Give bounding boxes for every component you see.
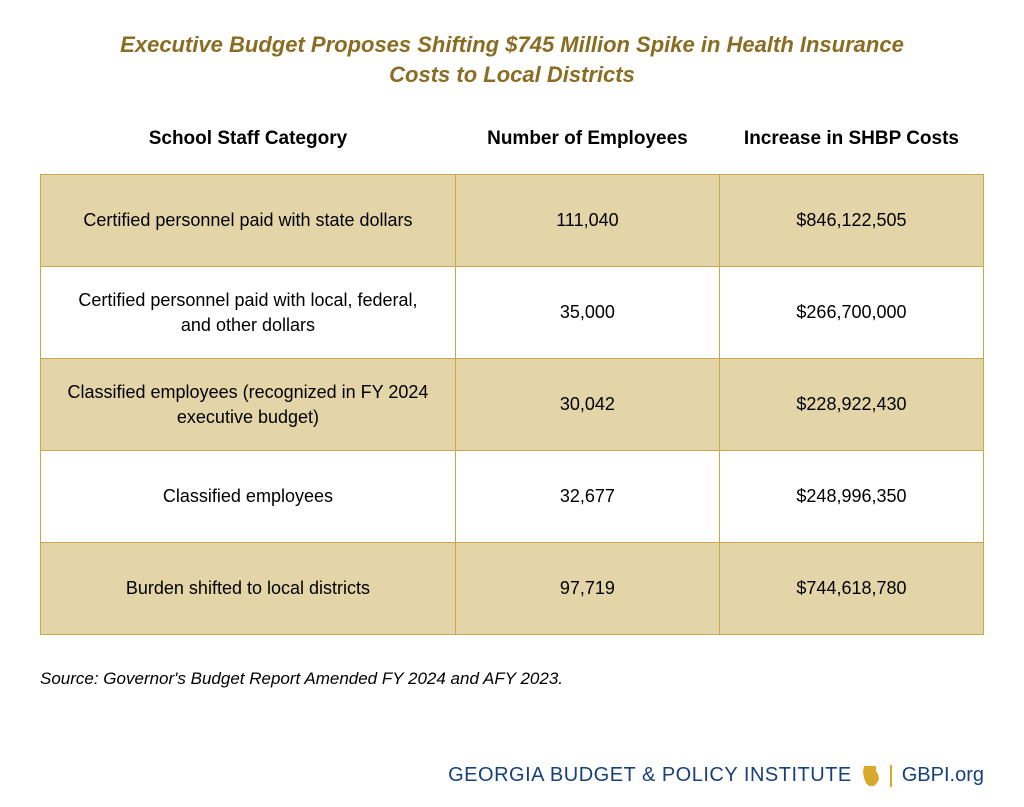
cell-employees: 30,042 — [455, 359, 719, 451]
cell-cost: $228,922,430 — [719, 359, 983, 451]
cell-employees: 32,677 — [455, 451, 719, 543]
footer: GEORGIA BUDGET & POLICY INSTITUTE GBPI.o… — [40, 746, 984, 787]
cell-cost: $248,996,350 — [719, 451, 983, 543]
cell-cost: $266,700,000 — [719, 267, 983, 359]
cell-category: Classified employees — [41, 451, 456, 543]
table-row: Certified personnel paid with state doll… — [41, 175, 984, 267]
col-header-category: School Staff Category — [41, 117, 456, 174]
cell-employees: 35,000 — [455, 267, 719, 359]
org-name: GEORGIA BUDGET & POLICY INSTITUTE — [448, 764, 852, 787]
cell-category: Certified personnel paid with local, fed… — [41, 267, 456, 359]
cell-category: Certified personnel paid with state doll… — [41, 175, 456, 267]
source-note: Source: Governor's Budget Report Amended… — [40, 669, 984, 689]
table-row: Burden shifted to local districts 97,719… — [41, 543, 984, 635]
georgia-state-icon — [862, 765, 880, 787]
table-row: Classified employees 32,677 $248,996,350 — [41, 451, 984, 543]
cell-cost: $744,618,780 — [719, 543, 983, 635]
col-header-employees: Number of Employees — [455, 117, 719, 174]
cell-employees: 111,040 — [455, 175, 719, 267]
chart-title: Executive Budget Proposes Shifting $745 … — [40, 30, 984, 89]
site-url: GBPI.org — [902, 764, 984, 787]
cell-category: Burden shifted to local districts — [41, 543, 456, 635]
cell-category: Classified employees (recognized in FY 2… — [41, 359, 456, 451]
data-table: School Staff Category Number of Employee… — [40, 117, 984, 635]
table-header-row: School Staff Category Number of Employee… — [41, 117, 984, 174]
divider — [890, 765, 892, 787]
table-row: Classified employees (recognized in FY 2… — [41, 359, 984, 451]
col-header-cost: Increase in SHBP Costs — [719, 117, 983, 174]
cell-employees: 97,719 — [455, 543, 719, 635]
cell-cost: $846,122,505 — [719, 175, 983, 267]
table-row: Certified personnel paid with local, fed… — [41, 267, 984, 359]
